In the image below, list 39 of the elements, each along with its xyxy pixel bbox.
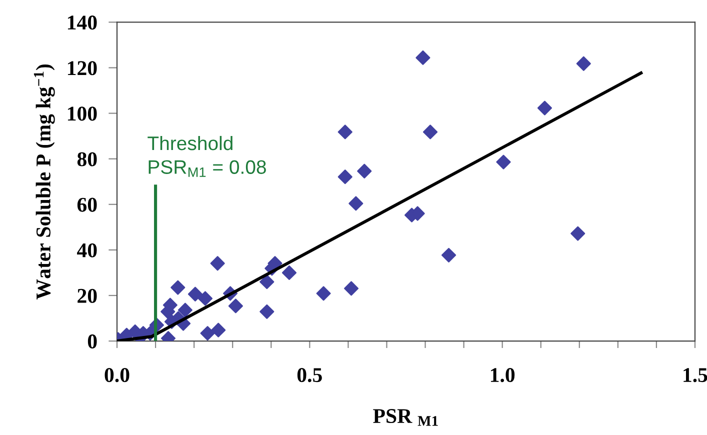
y-tick-label: 120 <box>68 61 97 76</box>
point <box>282 265 297 280</box>
point <box>422 124 438 140</box>
x-tick-label: 0.0 <box>104 368 130 382</box>
y-tick-label: 60 <box>77 198 97 212</box>
y-tick-label: 80 <box>77 152 97 166</box>
point <box>210 256 225 271</box>
point <box>178 302 192 318</box>
point <box>357 164 372 178</box>
point <box>338 124 352 140</box>
y-tick-label: 140 <box>68 16 97 30</box>
point <box>348 196 364 211</box>
point <box>211 322 226 338</box>
point <box>260 304 274 319</box>
y-tick-label: 100 <box>68 106 97 121</box>
point <box>537 100 552 116</box>
x-tick-label: 0.5 <box>297 368 322 382</box>
point <box>344 281 359 296</box>
x-tick-label: 1.5 <box>684 368 707 382</box>
y-tick-label: 20 <box>78 288 97 303</box>
x-tick-label: 1.0 <box>490 368 515 382</box>
point <box>260 274 274 290</box>
point <box>441 248 456 262</box>
point <box>496 154 511 170</box>
x-axis-title: PSR $_{M1}$ <box>373 409 438 426</box>
y-tick-label: 40 <box>77 243 97 258</box>
point <box>576 56 591 71</box>
point <box>188 286 203 302</box>
point <box>570 226 586 241</box>
y-tick-label: 0 <box>88 334 97 348</box>
point <box>170 280 186 295</box>
point <box>200 326 215 341</box>
point <box>316 286 331 301</box>
point <box>228 298 243 314</box>
annotation: Threshold PSR$_{M1}$ = 0.08 <box>148 136 266 177</box>
point <box>416 50 430 65</box>
y-axis-title: Water Soluble P (mg kg$^{−1}$) <box>34 64 55 300</box>
point <box>198 291 213 306</box>
point <box>338 170 352 184</box>
